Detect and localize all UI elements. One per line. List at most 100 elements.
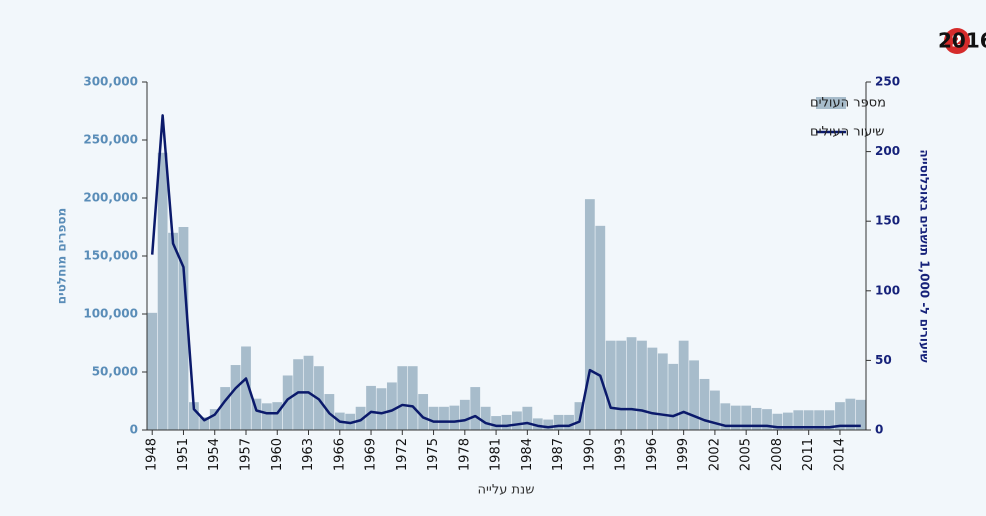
bar — [824, 410, 835, 430]
bar — [564, 414, 574, 430]
y-tick-label: 50,000 — [92, 365, 138, 379]
badge — [944, 28, 970, 54]
x-tick-label: 1990 — [582, 438, 597, 471]
y-tick-label: 200,000 — [83, 191, 138, 205]
y-tick-label: 300,000 — [83, 75, 138, 89]
bar — [595, 225, 606, 430]
bar — [762, 409, 772, 430]
y-tick-label: 100,000 — [83, 307, 138, 321]
bar — [209, 409, 220, 430]
bar — [730, 405, 741, 430]
bar — [220, 387, 231, 430]
y-tick-label: 150,000 — [83, 249, 138, 263]
x-tick-label: 1984 — [520, 438, 535, 471]
bar — [522, 406, 533, 430]
y-axis-title: מספרים מוחלטים — [55, 208, 69, 304]
bar — [449, 405, 460, 430]
bar — [157, 152, 168, 430]
bar — [782, 412, 793, 430]
x-tick-label: 1948 — [145, 438, 160, 471]
bar — [480, 406, 491, 430]
x-tick-label: 1972 — [395, 438, 410, 471]
bar — [855, 399, 866, 430]
bar — [553, 414, 564, 430]
x-tick-label: 1987 — [551, 438, 566, 471]
legend-label: שיעור העולים — [810, 125, 884, 140]
bar — [657, 353, 668, 430]
x-tick-label: 2014 — [832, 438, 847, 471]
bar — [386, 382, 397, 430]
bar — [845, 398, 856, 430]
bar — [178, 227, 189, 430]
bar — [491, 416, 501, 430]
y2-tick-label: 0 — [875, 423, 883, 437]
x-tick-label: 1993 — [614, 438, 629, 471]
bar — [397, 366, 408, 430]
bar — [470, 387, 481, 430]
x-tick-label: 1966 — [332, 438, 347, 471]
bar — [626, 337, 637, 430]
y2-tick-label: 200 — [875, 144, 900, 158]
y2-axis-title: שיעורים ל- 1,000 תושבים באוכלוסייה — [918, 149, 932, 362]
bar — [751, 407, 762, 430]
x-tick-label: 1996 — [645, 438, 660, 471]
x-tick-label: 2002 — [707, 438, 722, 471]
bar — [439, 406, 449, 430]
y2-tick-label: 150 — [875, 214, 900, 228]
bar — [230, 365, 241, 430]
x-axis-title: שנת עלייה — [478, 483, 535, 498]
bar — [293, 359, 303, 430]
bar — [699, 378, 710, 430]
bar — [803, 410, 814, 430]
bar — [689, 360, 699, 430]
bar — [793, 410, 804, 430]
bar — [678, 340, 689, 430]
bar — [512, 411, 522, 430]
bar — [647, 347, 658, 430]
bar — [772, 413, 783, 430]
bar — [501, 414, 512, 430]
x-tick-label: 1951 — [176, 438, 191, 471]
bar — [543, 419, 554, 430]
bar — [251, 398, 262, 430]
legend-swatch — [816, 97, 846, 109]
x-tick-label: 1999 — [676, 438, 691, 471]
bar — [376, 388, 387, 430]
y2-tick-label: 250 — [875, 75, 900, 89]
y-tick-label: 0 — [130, 423, 138, 437]
bar — [147, 312, 158, 430]
x-tick-label: 1960 — [270, 438, 285, 471]
x-tick-label: 1957 — [238, 438, 253, 471]
bar — [168, 232, 178, 430]
bar — [366, 385, 376, 430]
y2-tick-label: 50 — [875, 353, 892, 367]
bar — [584, 199, 595, 430]
bar — [605, 340, 616, 430]
x-tick-label: 1975 — [426, 438, 441, 471]
bar — [532, 418, 543, 430]
bar — [241, 346, 251, 430]
x-tick-label: 1954 — [207, 438, 222, 471]
x-tick-label: 2008 — [770, 438, 785, 471]
line — [150, 114, 861, 429]
chart-title: עולים לישראל, 2016-1948 — [938, 29, 986, 53]
bar — [282, 375, 293, 430]
y2-tick-label: 100 — [875, 283, 900, 297]
bar — [418, 394, 429, 430]
x-tick-label: 2011 — [801, 438, 816, 471]
badge-number: 2 — [951, 32, 962, 51]
x-tick-label: 1969 — [364, 438, 379, 471]
x-tick-label: 2005 — [739, 438, 754, 471]
x-tick-label: 1963 — [301, 438, 316, 471]
bar — [741, 405, 752, 430]
x-tick-label: 1981 — [489, 438, 504, 471]
bar — [355, 406, 366, 430]
bar — [188, 402, 199, 430]
y-tick-label: 250,000 — [83, 133, 138, 147]
bar — [814, 410, 825, 430]
bar — [428, 406, 439, 430]
bar — [459, 399, 470, 430]
bar — [272, 402, 283, 430]
legend-label: מספר העולים — [810, 96, 886, 111]
